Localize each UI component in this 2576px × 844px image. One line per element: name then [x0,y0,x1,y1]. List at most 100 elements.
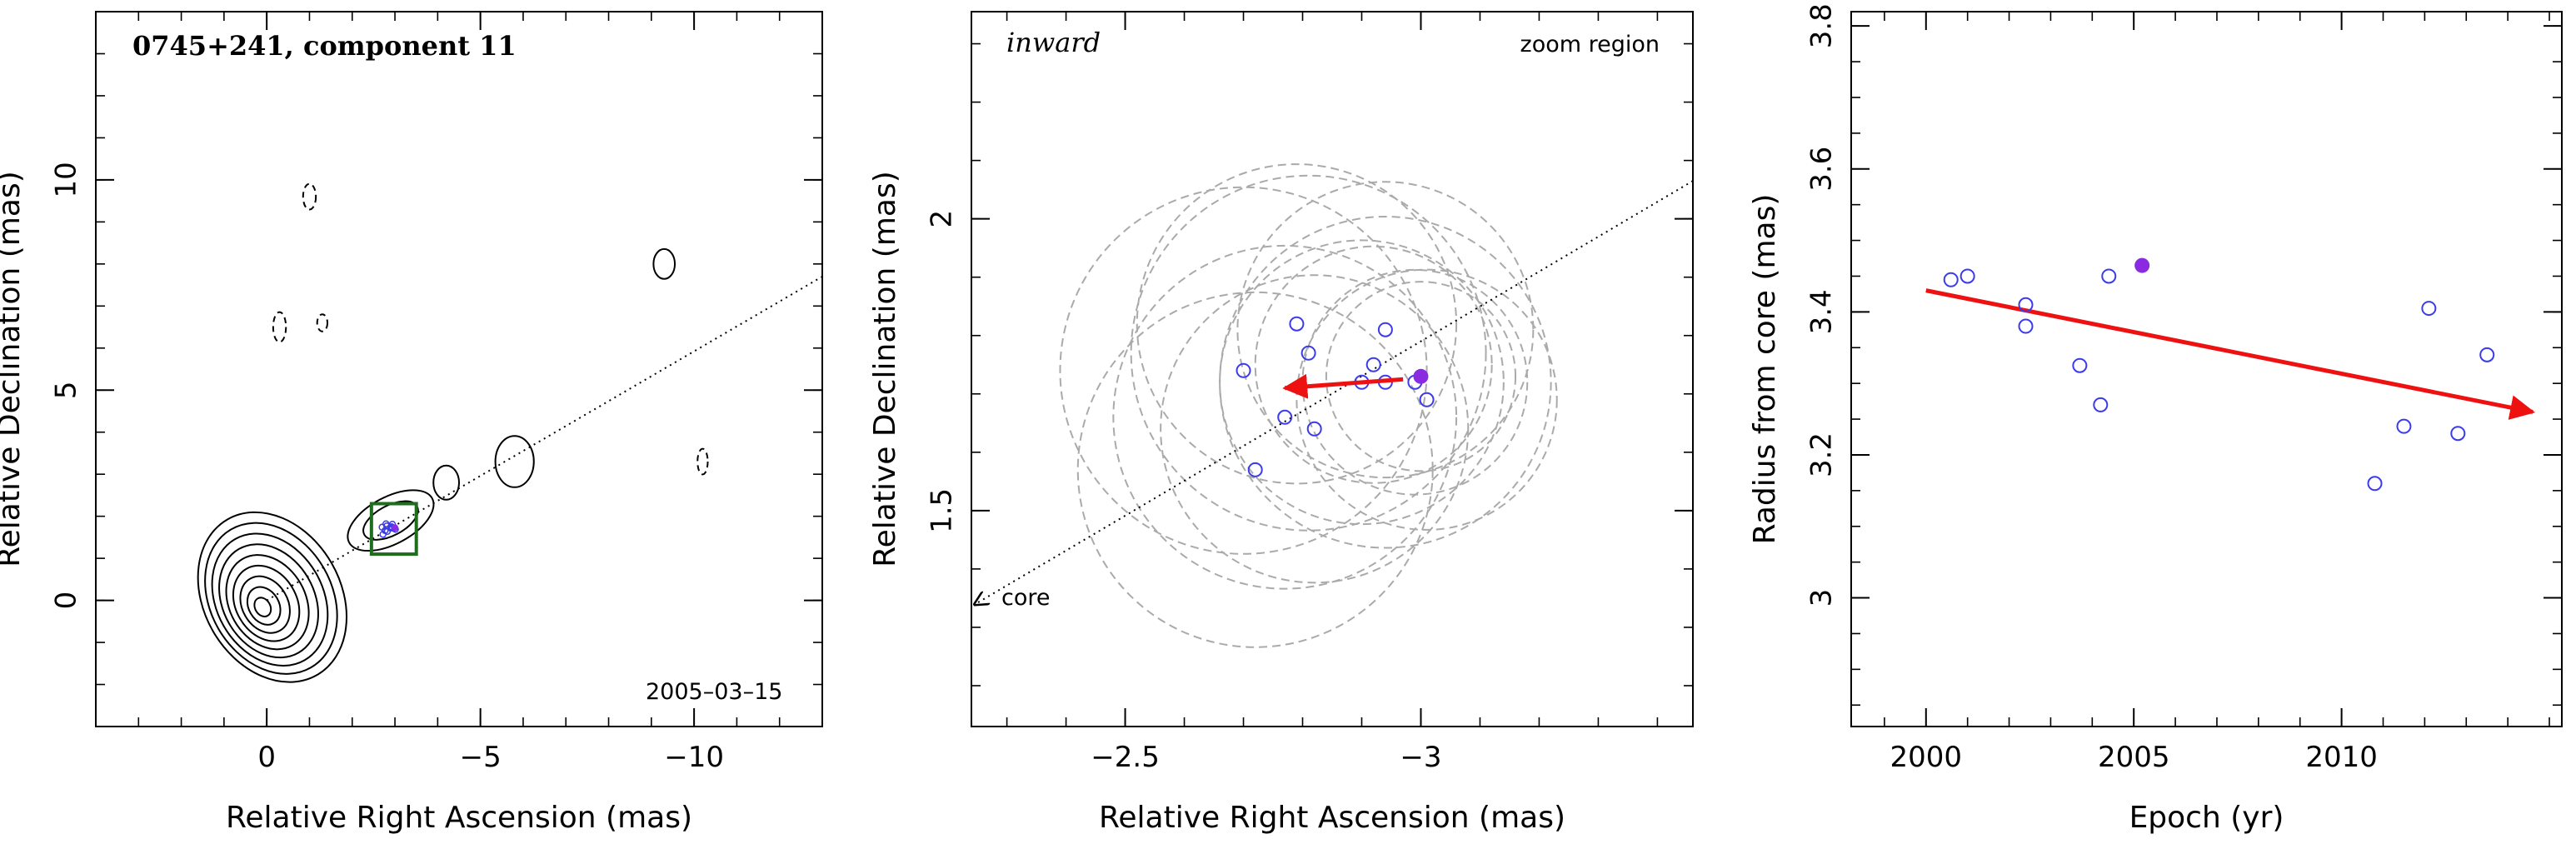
negative-contour [316,313,329,332]
position-point [1419,392,1435,407]
error-circle [1136,163,1458,485]
radius-point [1943,272,1959,287]
map-title: 0745+241, component 11 [132,30,517,62]
map-y-tick-label: 10 [50,162,83,197]
radius-x-axis-label: Epoch (yr) [2129,801,2284,835]
core-contour [246,586,282,626]
zoom-box [369,502,418,557]
radius-frame [1850,11,2563,727]
core-contour [232,564,301,642]
map-y-tick-label: 5 [50,381,83,399]
inward-label: inward [1006,27,1101,58]
map-date: 2005–03–15 [646,679,782,705]
feature-contour [432,464,460,501]
radius-point [2018,318,2034,334]
radius-highlight-point [2134,257,2150,273]
core-contour [253,597,272,617]
map-component-point [379,531,387,538]
panel-zoom: −2.5 −3 1.5 2 inward zoom region core Relat… [868,11,1694,835]
radius-point [2479,347,2495,362]
radius-point [2093,397,2109,412]
radius-point [2450,426,2466,442]
core-contour [239,575,291,634]
highlight-point [1413,368,1429,384]
position-point [1236,362,1251,378]
map-x-tick-label: −10 [664,741,724,774]
position-point [1247,462,1263,477]
error-circle [1325,281,1517,472]
core-contour [218,543,319,659]
feature-contour [494,435,535,488]
position-point [1277,409,1293,425]
error-circle [1219,216,1552,549]
radius-point [2101,268,2117,284]
negative-contour [272,311,287,343]
error-circle [1160,274,1470,584]
zoom-ticks: −2.5 −3 1.5 2 [926,12,1693,774]
core-label: core [1001,585,1050,611]
error-circle [1254,245,1493,484]
radius-point [2396,418,2412,434]
motion-arrow [1282,373,1404,399]
radius-point [2072,357,2088,373]
jet-contour [362,500,419,541]
position-point [1289,316,1305,332]
zoom-y-tick-label: 1.5 [926,488,959,533]
zoom-frame [971,11,1694,727]
map-content [197,182,823,683]
error-circle [1059,186,1428,555]
zoom-x-tick-label: −3 [1400,741,1441,774]
position-point [1365,357,1381,372]
panel-radius: 2000 2005 2010 3 3.2 3.4 3.6 3.8 Epoch (yr) Rad… [1748,3,2563,835]
zoom-x-axis-label: Relative Right Ascension (mas) [1099,801,1565,835]
core-contour [197,511,348,683]
radius-ticks: 2000 2005 2010 3 3.2 3.4 3.6 3.8 [1805,3,2562,774]
map-frame [95,11,823,727]
panel-map: 0 −5 −10 0 5 10 0745+241, component 11 2005–0… [0,11,823,835]
jet-axis-arrow [975,180,1694,604]
position-point [1300,345,1316,361]
negative-contour [696,447,709,476]
map-x-axis-label: Relative Right Ascension (mas) [226,801,692,835]
position-point [1377,322,1393,337]
zoom-region-label: zoom region [1520,32,1660,57]
radius-x-tick-label: 2010 [2305,741,2378,774]
radius-y-axis-label: Radius from core (mas) [1748,194,1782,545]
radius-y-tick-label: 3.6 [1805,147,1839,192]
radius-y-tick-label: 3.4 [1805,289,1839,334]
core-contour [204,522,338,675]
radius-point [1959,268,1975,284]
jet-axis-line [266,276,823,602]
map-x-tick-label: 0 [257,741,276,774]
zoom-y-tick-label: 2 [926,210,959,228]
feature-contour [652,247,676,280]
negative-contour [302,182,317,211]
radius-y-tick-label: 3.8 [1805,3,1839,48]
error-circle [1295,268,1558,531]
trend-arrow [1925,288,2536,420]
radius-y-tick-label: 3.2 [1805,432,1839,477]
map-highlight-point [392,524,399,532]
radius-point [2367,476,2383,492]
map-ticks: 0 −5 −10 0 5 10 [50,11,823,774]
radius-y-tick-label: 3 [1805,589,1839,607]
error-circle [1112,244,1458,590]
zoom-y-axis-label: Relative Declination (mas) [868,171,902,567]
zoom-content [975,163,1694,648]
radius-content [1925,257,2536,492]
core-contour [225,554,310,651]
error-circle [1130,174,1487,532]
radius-point [2018,297,2034,312]
radius-x-tick-label: 2005 [2098,741,2170,774]
map-x-tick-label: −5 [460,741,502,774]
position-point [1306,421,1322,437]
radius-point [2421,301,2437,317]
zoom-x-tick-label: −2.5 [1091,741,1160,774]
core-contour [211,532,329,667]
map-y-axis-label: Relative Declination (mas) [0,171,27,567]
error-circle [1236,181,1535,479]
jet-contour [347,489,435,552]
radius-x-tick-label: 2000 [1890,741,1963,774]
